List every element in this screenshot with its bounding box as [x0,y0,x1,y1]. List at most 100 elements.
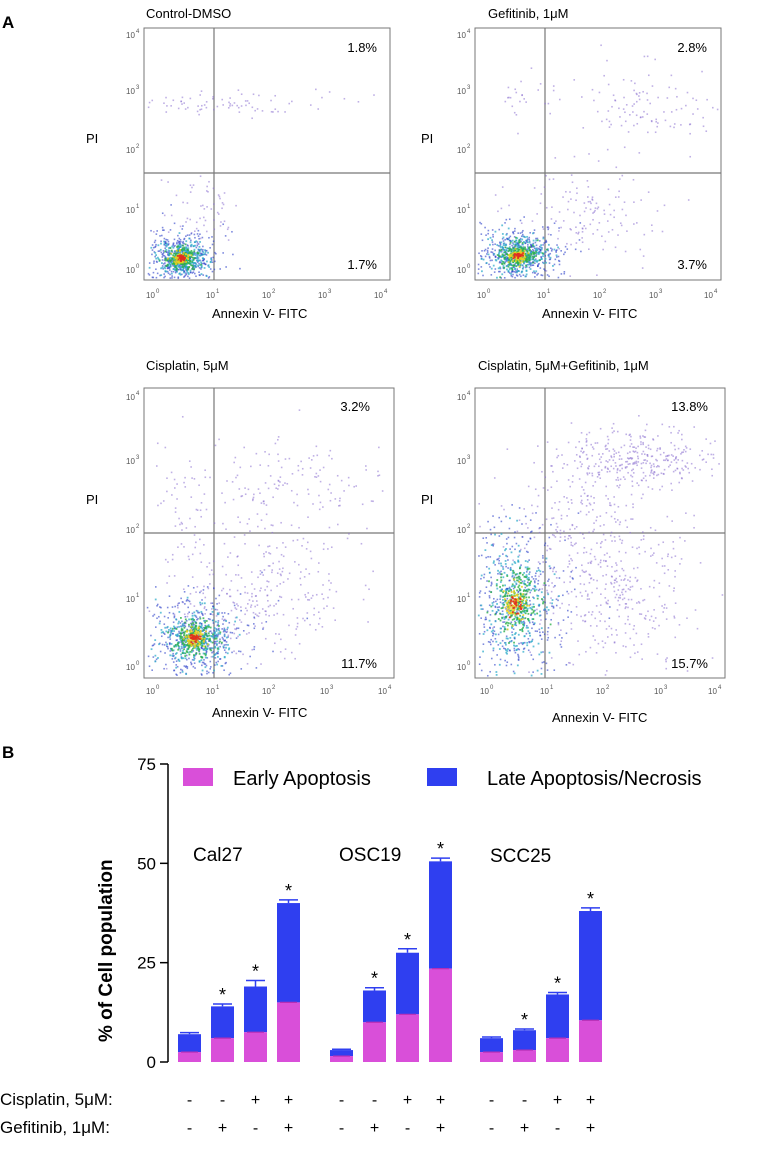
event-dot [509,218,511,220]
event-dot [573,79,575,81]
event-dot [177,240,179,242]
event-dot [177,645,179,647]
event-dot [616,485,618,487]
event-dot [212,633,214,635]
event-dot [593,448,595,450]
event-dot [153,260,155,262]
event-dot [158,643,160,645]
event-dot [211,608,213,610]
event-dot [560,250,562,252]
event-dot [604,621,606,623]
event-dot [645,615,647,617]
event-dot [615,562,617,564]
event-dot [619,484,621,486]
event-dot [213,109,215,111]
event-dot [201,626,203,628]
event-dot [180,650,182,652]
event-dot [213,228,215,230]
event-dot [179,524,181,526]
event-dot [703,125,705,127]
event-dot [505,244,507,246]
event-dot [195,622,197,624]
event-dot [678,430,680,432]
event-dot [522,581,524,583]
event-dot [689,133,691,135]
event-dot [300,584,302,586]
event-dot [224,543,226,545]
event-dot [310,104,312,106]
event-dot [194,615,196,617]
event-dot [619,595,621,597]
event-dot [214,627,216,629]
event-dot [633,103,635,105]
event-dot [175,525,177,527]
event-dot [514,112,516,114]
event-dot [634,83,636,85]
event-dot [494,243,496,245]
event-dot [673,616,675,618]
event-dot [161,267,163,269]
event-dot [522,257,524,259]
event-dot [653,609,655,611]
event-dot [212,656,214,658]
event-dot [197,249,199,251]
event-dot [528,264,530,266]
event-dot [535,512,537,514]
y-axis-label: PI [86,492,98,507]
event-dot [487,250,489,252]
event-dot [547,631,549,633]
event-dot [179,238,181,240]
event-dot [619,575,621,577]
event-dot [202,633,204,635]
event-dot [563,463,565,465]
event-dot [289,458,291,460]
event-dot [560,533,562,535]
event-dot [531,67,533,69]
event-dot [513,671,515,673]
event-dot [627,616,629,618]
event-dot [516,265,518,267]
event-dot [240,610,242,612]
event-dot [516,272,518,274]
event-dot [508,254,510,256]
event-dot [272,532,274,534]
event-dot [212,614,214,616]
event-dot [550,465,552,467]
event-dot [205,657,207,659]
event-dot [687,92,689,94]
event-dot [200,659,202,661]
event-dot [531,654,533,656]
event-dot [540,635,542,637]
event-dot [549,262,551,264]
event-dot [194,645,196,647]
event-dot [488,264,490,266]
event-dot [636,94,638,96]
event-dot [171,494,173,496]
event-dot [513,271,515,273]
event-dot [539,240,541,242]
event-dot [541,668,543,670]
x-tick-exp: 4 [384,289,388,295]
event-dot [522,244,524,246]
event-dot [559,99,561,101]
event-dot [170,634,172,636]
event-dot [536,213,538,215]
event-dot [329,527,331,529]
event-dot [484,574,486,576]
event-dot [320,481,322,483]
scatter-cloud [478,415,723,677]
event-dot [584,202,586,204]
event-dot [185,221,187,223]
event-dot [598,453,600,455]
event-dot [636,548,638,550]
event-dot [180,672,182,674]
event-dot [198,243,200,245]
event-dot [211,636,213,638]
event-dot [523,508,525,510]
event-dot [695,609,697,611]
event-dot [169,612,171,614]
event-dot [190,184,192,186]
event-dot [248,625,250,627]
event-dot [584,621,586,623]
event-dot [531,505,533,507]
